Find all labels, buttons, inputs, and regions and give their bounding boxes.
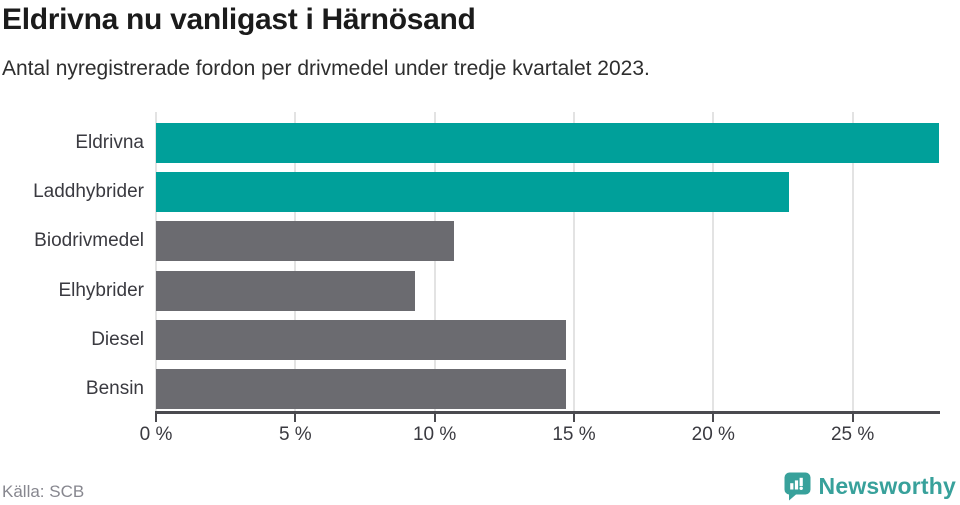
axis-tick bbox=[294, 414, 297, 422]
bar-zone bbox=[156, 369, 939, 410]
bar-zone bbox=[156, 221, 939, 262]
bar-zone bbox=[156, 122, 939, 163]
axis-tick bbox=[155, 414, 157, 422]
bar bbox=[156, 270, 416, 311]
bar-chart: Eldrivna Laddhybrider Biodrivmedel Elhybrid… bbox=[0, 118, 939, 414]
bar-label: Bensin bbox=[85, 378, 144, 400]
bar-row: Biodrivmedel bbox=[0, 217, 939, 266]
gridline bbox=[294, 112, 297, 413]
bar bbox=[156, 319, 566, 360]
bar-label: Diesel bbox=[91, 328, 144, 350]
axis-tick-label: 10 % bbox=[412, 424, 457, 445]
bar bbox=[156, 122, 939, 163]
gridline bbox=[572, 112, 575, 413]
bar-label: Elhybrider bbox=[58, 279, 144, 301]
bar-label: Eldrivna bbox=[75, 131, 144, 153]
axis-tick-label: 5 % bbox=[278, 424, 312, 445]
bar-row: Laddhybrider bbox=[0, 167, 939, 216]
x-axis-line bbox=[155, 411, 940, 414]
bar-label: Laddhybrider bbox=[33, 180, 144, 202]
newsworthy-logo: Newsworthy bbox=[784, 472, 956, 501]
bar-label: Biodrivmedel bbox=[34, 230, 144, 252]
axis-tick-label: 0 % bbox=[139, 424, 173, 445]
bar-row: Elhybrider bbox=[0, 266, 939, 315]
gridline bbox=[155, 112, 157, 413]
axis-tick-label: 15 % bbox=[552, 424, 596, 445]
bar-row: Diesel bbox=[0, 315, 939, 364]
bar-zone bbox=[156, 270, 939, 311]
axis-tick-label: 25 % bbox=[830, 424, 875, 445]
bar-zone bbox=[156, 319, 939, 360]
bar bbox=[156, 369, 566, 410]
bar-row: Eldrivna bbox=[0, 118, 939, 167]
gridline bbox=[851, 112, 854, 413]
gridline bbox=[712, 112, 715, 413]
bar-zone bbox=[156, 171, 939, 212]
axis-tick bbox=[712, 414, 715, 422]
axis-tick-label: 20 % bbox=[691, 424, 735, 445]
newsworthy-logo-icon bbox=[784, 472, 811, 501]
newsworthy-wordmark: Newsworthy bbox=[818, 473, 956, 499]
gridline bbox=[433, 112, 436, 413]
axis-tick bbox=[851, 414, 854, 422]
bar bbox=[156, 221, 455, 262]
plot-gridlines bbox=[155, 112, 939, 413]
axis-tick bbox=[433, 414, 436, 422]
bar-row: Bensin bbox=[0, 365, 939, 414]
bar bbox=[156, 171, 789, 212]
source-note: Källa: SCB bbox=[2, 482, 85, 501]
axis-tick bbox=[572, 414, 575, 422]
page-title: Eldrivna nu vanligast i Härnösand bbox=[2, 3, 476, 36]
page-subtitle: Antal nyregistrerade fordon per drivmede… bbox=[2, 57, 650, 80]
